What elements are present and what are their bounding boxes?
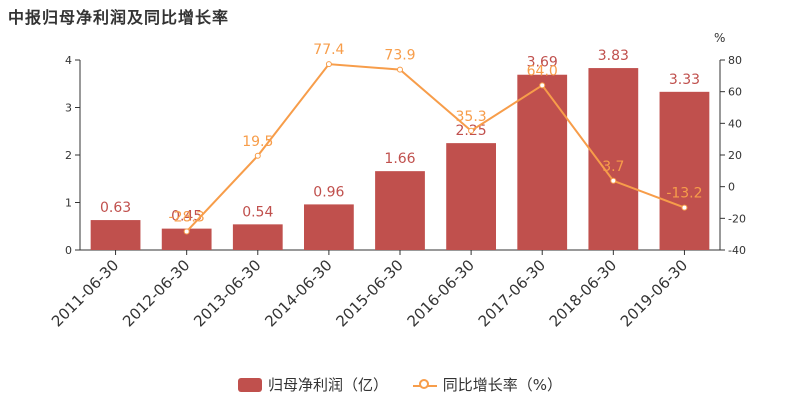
growth-value-label: -28.3 [169, 209, 205, 225]
growth-value-label: 73.9 [384, 48, 415, 64]
bar [232, 224, 283, 250]
bar [659, 91, 710, 250]
legend-item-line[interactable]: 同比增长率（%） [412, 374, 563, 395]
chart-title: 中报归母净利润及同比增长率 [8, 8, 230, 27]
y-right-tick-label: 0 [728, 181, 735, 194]
growth-value-label: 64.0 [527, 63, 558, 79]
bar-value-label: 3.69 [527, 55, 558, 71]
growth-point [468, 127, 475, 134]
bar-value-label: 3.83 [598, 48, 629, 64]
growth-point [681, 204, 688, 211]
x-tick-label: 2011-06-30 [48, 256, 122, 330]
y-right-unit: % [714, 31, 725, 45]
y-left-tick-label: 0 [65, 244, 72, 257]
y-right-tick-label: 20 [728, 149, 742, 162]
growth-value-label: 77.4 [313, 42, 344, 58]
y-left-tick-label: 4 [65, 54, 72, 67]
x-tick-label: 2019-06-30 [617, 256, 691, 330]
y-right-tick-label: -40 [728, 244, 746, 257]
bar-value-label: 0.54 [242, 204, 273, 220]
growth-value-label: -13.2 [666, 186, 702, 202]
bar [304, 204, 354, 250]
growth-point [254, 152, 261, 159]
growth-value-label: 19.5 [242, 134, 273, 150]
bar [446, 143, 496, 250]
y-left-tick-label: 1 [65, 197, 72, 210]
x-tick-label: 2015-06-30 [332, 256, 406, 330]
y-right-tick-label: 40 [728, 117, 742, 130]
y-right-tick-label: -20 [728, 212, 746, 225]
y-left-tick-label: 3 [65, 102, 72, 115]
bar [90, 220, 141, 250]
growth-point [325, 61, 332, 68]
bar [517, 74, 568, 250]
legend-bar-label: 归母净利润（亿） [267, 376, 388, 394]
x-tick-label: 2012-06-30 [119, 256, 193, 330]
x-tick-label: 2014-06-30 [261, 256, 335, 330]
growth-point [610, 177, 617, 184]
legend-line-swatch [412, 378, 437, 392]
legend-bar-swatch [237, 377, 262, 392]
bar-value-label: 3.33 [669, 72, 700, 88]
bar-value-label: 0.63 [100, 200, 131, 216]
growth-point [539, 82, 546, 89]
y-right-tick-label: 80 [728, 54, 742, 67]
x-tick-label: 2017-06-30 [475, 256, 549, 330]
bar-value-label: 0.45 [171, 209, 202, 225]
bar-value-label: 0.96 [313, 184, 344, 200]
legend-line-label: 同比增长率（%） [442, 376, 563, 394]
x-tick-label: 2016-06-30 [404, 256, 478, 330]
growth-point [397, 66, 403, 73]
bar [375, 171, 425, 250]
bar-value-label: 1.66 [384, 151, 415, 167]
growth-value-label: 3.7 [602, 159, 624, 175]
x-tick-label: 2018-06-30 [546, 256, 620, 330]
y-left-tick-label: 2 [65, 149, 72, 162]
growth-point [183, 228, 190, 235]
growth-line [185, 63, 685, 233]
bar [161, 228, 212, 250]
legend-item-bar[interactable]: 归母净利润（亿） [237, 374, 388, 395]
growth-value-label: 35.3 [456, 109, 487, 125]
x-tick-label: 2013-06-30 [190, 256, 264, 330]
y-right-tick-label: 60 [728, 86, 742, 99]
legend: 归母净利润（亿） 同比增长率（%） [0, 374, 800, 396]
